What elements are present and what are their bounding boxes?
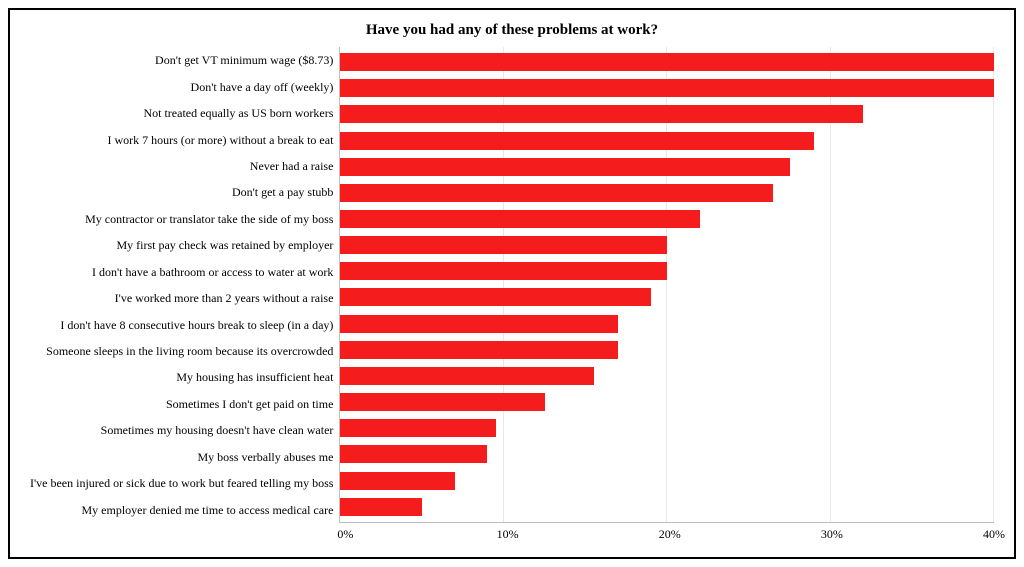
chart-frame: Have you had any of these problems at wo… — [8, 8, 1016, 559]
x-tick: 30% — [821, 527, 843, 542]
chart-title: Have you had any of these problems at wo… — [30, 22, 994, 39]
bar-row — [340, 105, 994, 123]
y-label: I've worked more than 2 years without a … — [30, 292, 333, 304]
y-label: Never had a raise — [30, 160, 333, 172]
bar — [340, 393, 544, 411]
bar — [340, 105, 863, 123]
bar-row — [340, 132, 994, 150]
y-label: My boss verbally abuses me — [30, 451, 333, 463]
bar-row — [340, 210, 994, 228]
bar — [340, 445, 487, 463]
plot-wrap: Don't get VT minimum wage ($8.73) Don't h… — [30, 47, 994, 543]
bar-row — [340, 445, 994, 463]
bar-row — [340, 498, 994, 516]
y-label: Don't have a day off (weekly) — [30, 81, 333, 93]
x-axis: 0%10%20%30%40% — [30, 527, 994, 543]
bar — [340, 210, 699, 228]
bar — [340, 79, 994, 97]
y-label: Sometimes I don't get paid on time — [30, 398, 333, 410]
y-label: Someone sleeps in the living room becaus… — [30, 345, 333, 357]
x-tick: 20% — [659, 527, 681, 542]
y-label: My employer denied me time to access med… — [30, 504, 333, 516]
bar — [340, 184, 773, 202]
bar — [340, 367, 593, 385]
bar-row — [340, 367, 994, 385]
bar-row — [340, 158, 994, 176]
bar-row — [340, 184, 994, 202]
y-label: I don't have 8 consecutive hours break t… — [30, 319, 333, 331]
bar-row — [340, 79, 994, 97]
bar-row — [340, 236, 994, 254]
y-label: Not treated equally as US born workers — [30, 107, 333, 119]
bar — [340, 498, 422, 516]
bar — [340, 341, 618, 359]
bar — [340, 288, 650, 306]
y-label: My housing has insufficient heat — [30, 371, 333, 383]
y-label: Sometimes my housing doesn't have clean … — [30, 424, 333, 436]
y-label: I don't have a bathroom or access to wat… — [30, 266, 333, 278]
bar-row — [340, 393, 994, 411]
y-label: My first pay check was retained by emplo… — [30, 239, 333, 251]
bar-row — [340, 53, 994, 71]
y-label: I work 7 hours (or more) without a break… — [30, 134, 333, 146]
bar — [340, 315, 618, 333]
bar — [340, 158, 789, 176]
bar — [340, 472, 454, 490]
y-axis-labels: Don't get VT minimum wage ($8.73) Don't h… — [30, 47, 339, 523]
y-label: Don't get VT minimum wage ($8.73) — [30, 54, 333, 66]
y-label: My contractor or translator take the sid… — [30, 213, 333, 225]
x-tick: 0% — [337, 527, 353, 542]
x-tick: 10% — [497, 527, 519, 542]
bars-region — [339, 47, 994, 523]
x-axis-ticks: 0%10%20%30%40% — [345, 527, 994, 543]
bar-row — [340, 341, 994, 359]
bar-row — [340, 288, 994, 306]
bar — [340, 132, 814, 150]
x-axis-spacer — [30, 527, 345, 543]
x-tick: 40% — [983, 527, 1005, 542]
plot-area: Don't get VT minimum wage ($8.73) Don't h… — [30, 47, 994, 523]
bars-container — [340, 47, 994, 522]
bar — [340, 53, 994, 71]
bar — [340, 262, 667, 280]
bar-row — [340, 419, 994, 437]
y-label: Don't get a pay stubb — [30, 186, 333, 198]
bar-row — [340, 472, 994, 490]
bar — [340, 236, 667, 254]
bar — [340, 419, 495, 437]
bar-row — [340, 262, 994, 280]
y-label: I've been injured or sick due to work bu… — [30, 477, 333, 489]
bar-row — [340, 315, 994, 333]
